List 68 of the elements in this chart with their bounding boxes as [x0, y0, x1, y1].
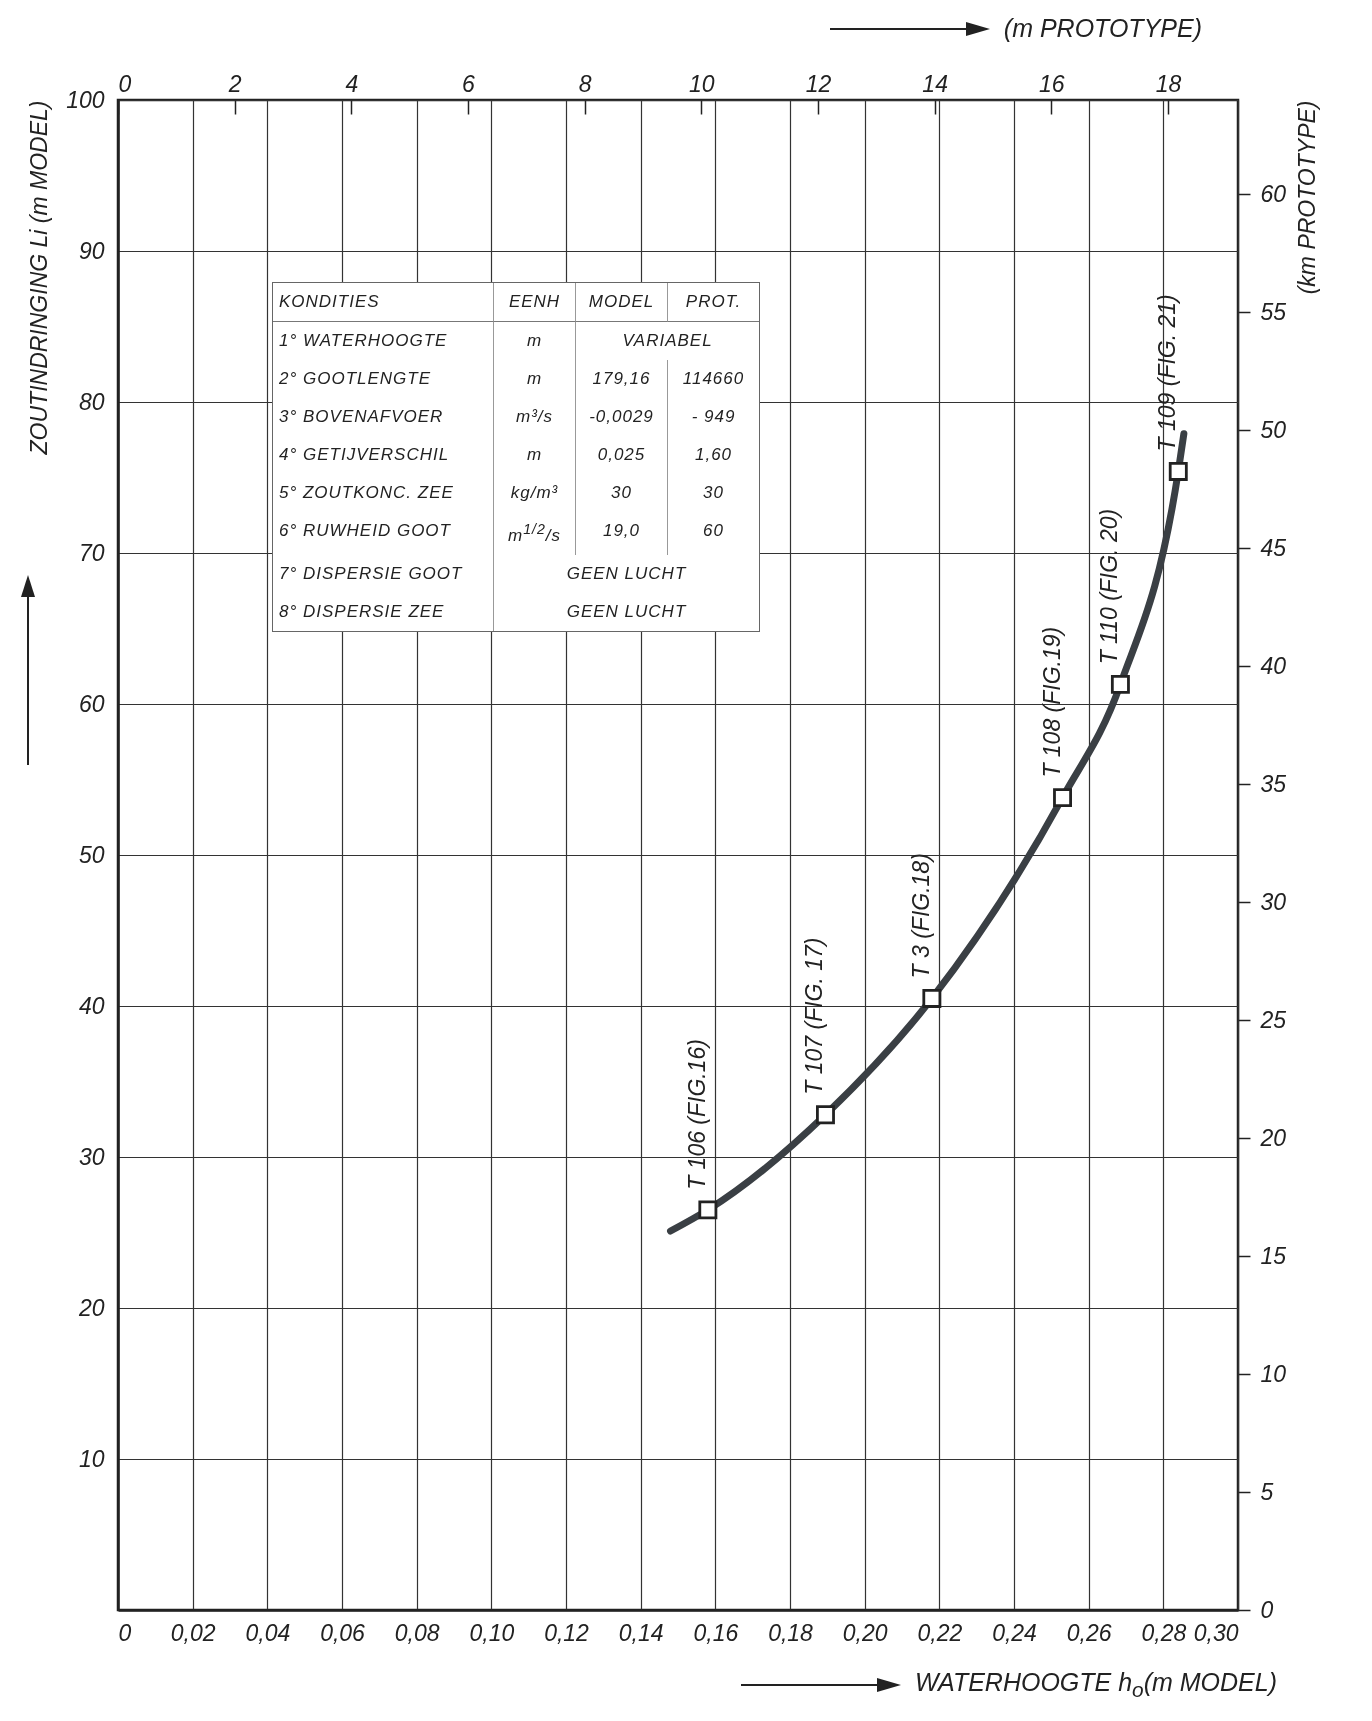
annotation: T 110 (FIG. 20): [1096, 508, 1123, 665]
y2-tick-label: 50: [1260, 416, 1287, 443]
x-tick-label: 0,16: [693, 1619, 739, 1646]
y-tick-label: 90: [78, 237, 105, 264]
text: 3° BOVENAFVOER m³/s -0,0029 - 949: [279, 407, 736, 426]
y2-tick-label: 45: [1260, 534, 1287, 561]
annotation: T 107 (FIG. 17): [801, 937, 828, 1095]
x2-tick-label: 2: [227, 70, 242, 97]
y2-tick-label: 15: [1260, 1242, 1287, 1269]
y-tick-label: 70: [78, 539, 105, 566]
y-tick-label: 50: [78, 841, 105, 868]
x-tick-label: 0,28: [1141, 1619, 1187, 1646]
y2-tick-label: 40: [1260, 652, 1287, 679]
x-tick-label: 0,08: [394, 1619, 440, 1646]
y-tick-label: 60: [78, 690, 105, 717]
text: 2° GOOTLENGTE m 179,16 114660: [279, 369, 745, 388]
text: KONDITIES EENH MODEL PROT.: [279, 292, 742, 311]
x2-tick-label: 16: [1039, 70, 1065, 97]
y-tick-label: 10: [78, 1445, 105, 1472]
x-tick-label: 0,14: [618, 1619, 664, 1646]
text: 1° WATERHOOGTE m VARIABEL: [279, 331, 713, 350]
text: 6° RUWHEID GOOT m$^{1/2}$/s 19,0 60: [279, 521, 724, 545]
y2-tick-label: 10: [1260, 1360, 1287, 1387]
x-tick-label: 0,24: [992, 1619, 1037, 1646]
x2-tick-label: 8: [578, 70, 592, 97]
y2-tick-label: 35: [1260, 770, 1287, 797]
y-tick-label: 30: [78, 1143, 105, 1170]
y2-tick-label: 5: [1260, 1478, 1274, 1505]
x-tick-label: 0,04: [245, 1619, 291, 1646]
annotation: T 108 (FIG.19): [1038, 626, 1065, 778]
text: 4° GETIJVERSCHIL m 0,025 1,60: [279, 445, 733, 464]
x2-tick-label: 4: [345, 70, 359, 97]
text: 7° DISPERSIE GOOT GEEN LUCHT: [279, 563, 687, 583]
text: 8° DISPERSIE ZEE GEEN LUCHT: [279, 601, 687, 621]
x2-axis-title: (m PROTOTYPE): [1003, 14, 1202, 43]
y-tick-label: 20: [77, 1294, 105, 1321]
y2-tick-label: 0: [1260, 1596, 1274, 1623]
annotation: T 109 (FIG. 21): [1154, 294, 1181, 452]
x2-tick-label: 10: [689, 70, 715, 97]
x-tick-label: 0,02: [170, 1619, 216, 1646]
y-tick-label: 80: [78, 388, 105, 415]
x2-tick-label: 6: [462, 70, 476, 97]
x-tick-label: 0,10: [469, 1619, 515, 1646]
x-tick-label: 0,20: [842, 1619, 888, 1646]
x-tick-label: 0,12: [544, 1619, 590, 1646]
y-tick-label: 100: [66, 86, 105, 113]
text: 5° ZOUTKONC. ZEE kg/m³ 30 30: [279, 483, 724, 502]
x2-tick-label: 12: [805, 70, 832, 97]
y-axis-title: ZOUTINDRINGING Li (m MODEL): [26, 100, 53, 456]
x-tick-label: 0,18: [768, 1619, 814, 1646]
y2-axis-title: (km PROTOTYPE): [1294, 100, 1321, 295]
x-tick-label: 0,06: [320, 1619, 366, 1646]
x2-tick-label: 14: [922, 70, 948, 97]
annotation: T 3 (FIG.18): [907, 853, 934, 979]
x2-tick-label: 0: [118, 70, 132, 97]
y2-tick-label: 60: [1260, 180, 1287, 207]
x-tick-label: 0,30: [1193, 1619, 1239, 1646]
annotation: T 106 (FIG.16): [683, 1039, 710, 1190]
x-tick-label: 0,22: [917, 1619, 963, 1646]
y2-tick-label: 20: [1259, 1124, 1287, 1151]
y-tick-label: 40: [78, 992, 105, 1019]
y2-tick-label: 25: [1259, 1006, 1287, 1033]
x-tick-label: 0: [118, 1619, 132, 1646]
x-tick-label: 0,26: [1066, 1619, 1112, 1646]
x2-tick-label: 18: [1155, 70, 1182, 97]
y2-tick-label: 55: [1260, 298, 1287, 325]
x-axis-title: WATERHOOGTE h$_{o}$(m MODEL): [914, 1668, 1277, 1702]
y2-tick-label: 30: [1260, 888, 1287, 915]
